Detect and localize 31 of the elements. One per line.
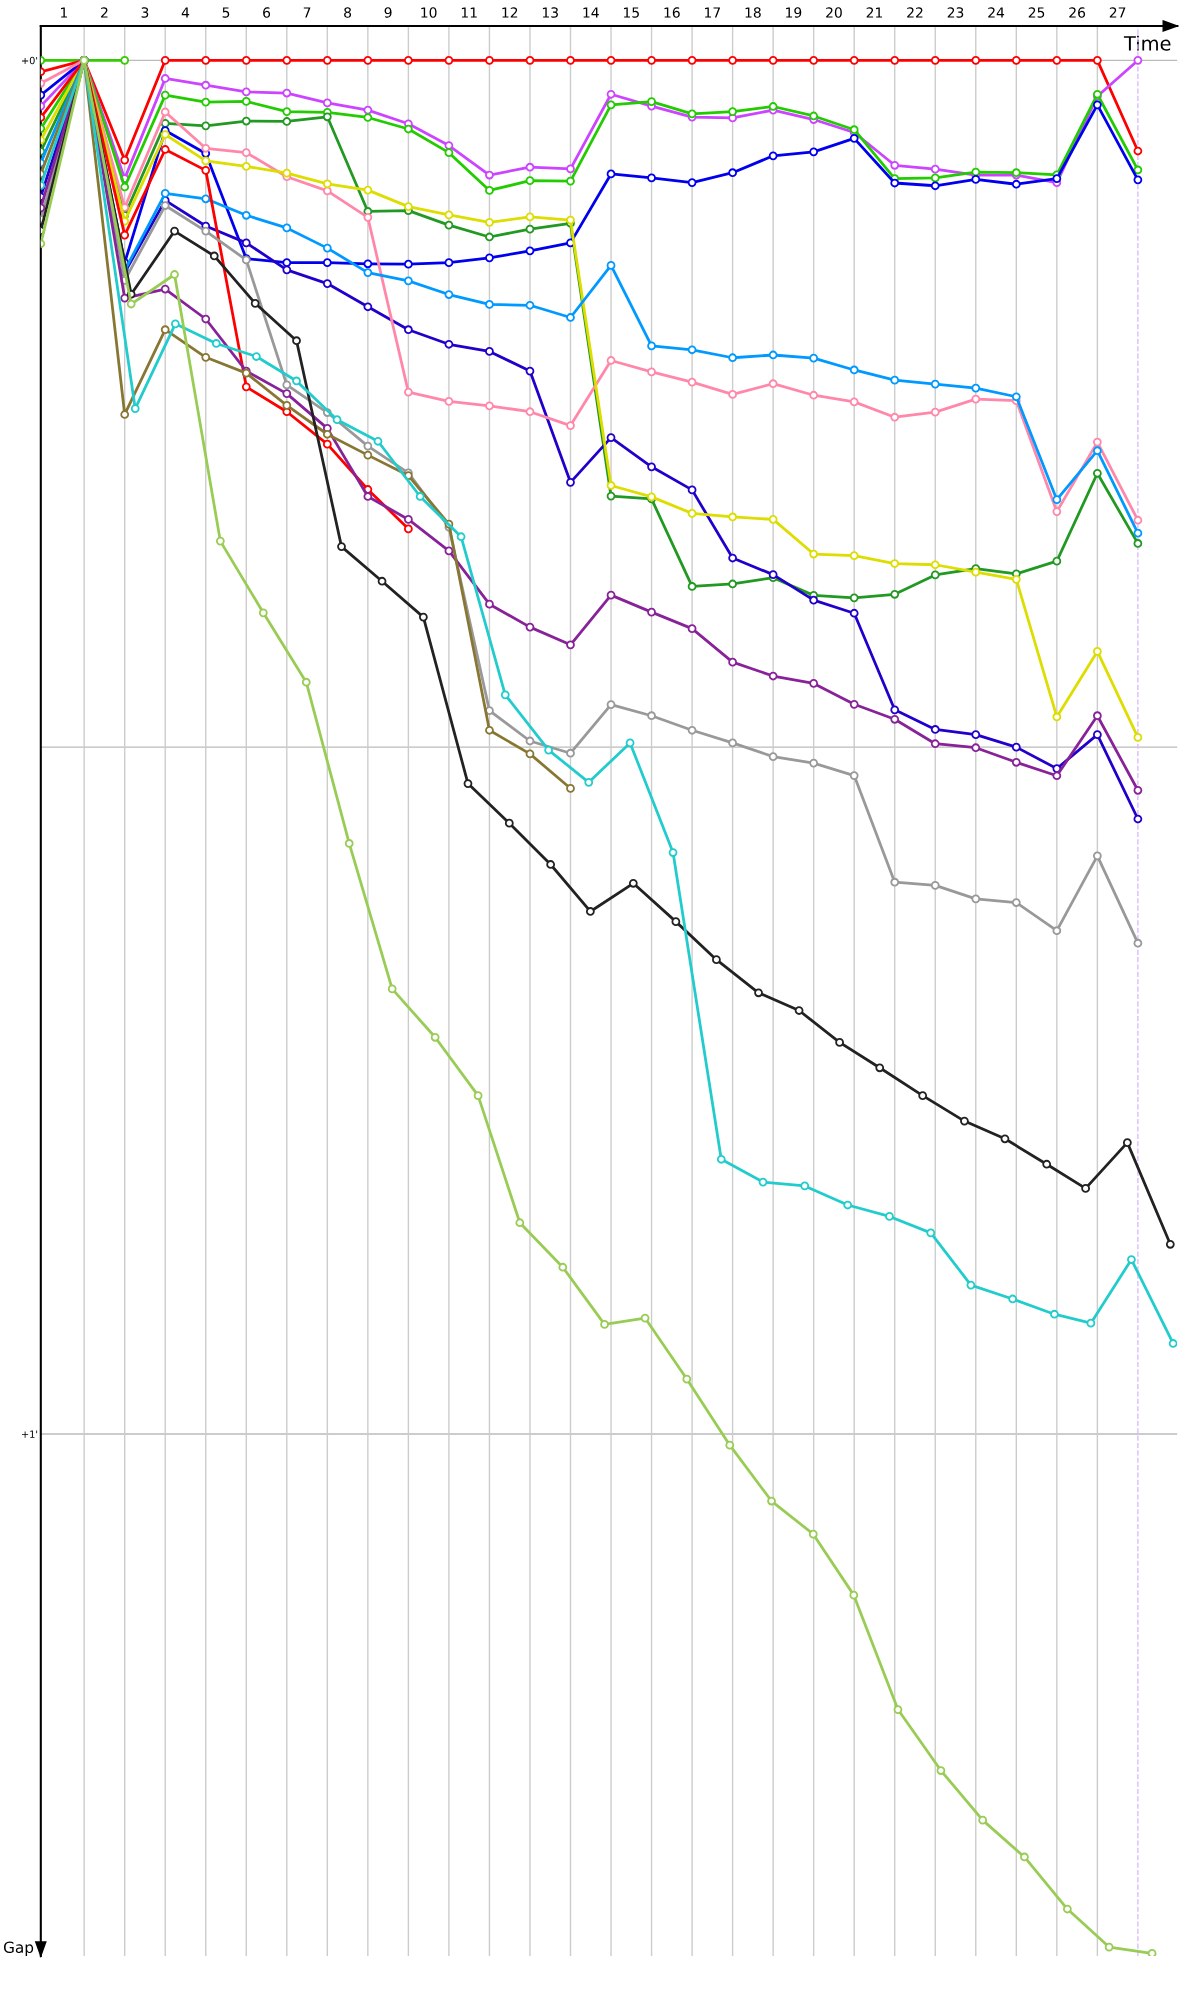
x-tick-label: 6 [263,7,271,18]
x-tick-label: 22 [907,7,923,18]
x-tick-label: 17 [705,7,720,18]
x-tick-label: 4 [181,7,190,18]
x-tick-label: 19 [786,7,802,18]
x-tick-label: 5 [222,7,230,18]
x-tick-label: 2 [101,7,108,18]
x-tick-label: 13 [542,7,558,18]
x-tick-label: 24 [988,7,1005,18]
x-tick-label: 25 [1028,7,1045,18]
x-tick-label: 26 [1069,7,1086,18]
x-tick-label: 7 [303,7,311,18]
x-tick-label: 3 [141,7,149,18]
x-tick-label: 27 [1109,7,1126,18]
x-tick-label: 18 [745,7,761,18]
y-axis-title: Gap [3,1941,34,1956]
x-tick-label: 12 [502,7,518,18]
y-tick-label: +1' [22,1430,38,1438]
x-tick-label: 20 [826,7,842,18]
x-tick-label: 15 [623,7,639,18]
x-tick-label: 16 [664,7,680,18]
x-tick-label: 8 [344,7,352,18]
x-tick-label: 21 [866,7,883,18]
y-tick-label: +0' [22,56,38,65]
x-tick-label: 1 [61,7,68,18]
x-tick-label: 23 [947,7,964,18]
x-tick-label: 9 [384,7,392,18]
x-tick-label: 11 [461,7,477,18]
x-axis-title: Time [1123,35,1171,51]
x-tick-label: 14 [583,7,599,18]
x-tick-label: 10 [421,7,437,18]
